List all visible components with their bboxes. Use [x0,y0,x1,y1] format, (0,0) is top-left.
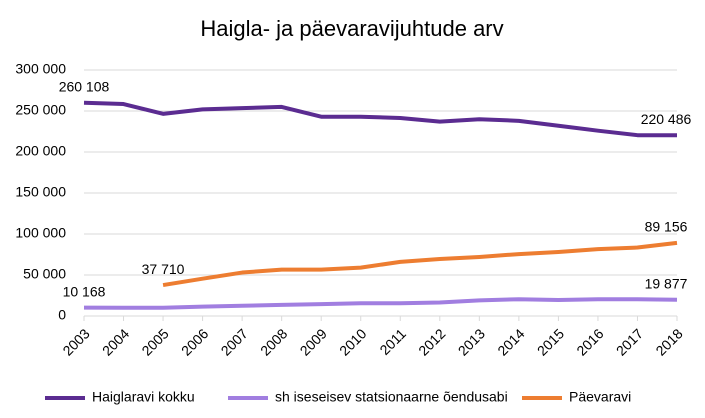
series-line [162,240,678,288]
y-tick-label: 50 000 [23,266,66,282]
x-tick-label: 2012 [415,325,448,358]
x-tick-label: 2014 [494,325,527,358]
chart-title: Haigla- ja päevaravijuhtude arv [200,16,503,41]
x-tick-label: 2004 [99,325,132,358]
legend-label: Haiglaravi kokku [92,389,195,405]
y-tick-label: 300 000 [15,61,66,77]
x-tick-label: 2008 [257,325,290,358]
data-label: 260 108 [59,78,110,94]
x-tick-label: 2003 [59,325,92,358]
x-tick-label: 2009 [297,325,330,358]
legend-label: sh iseseisev statsionaarne õendusabi [275,389,508,405]
x-tick-label: 2007 [218,325,251,358]
x-tick-label: 2006 [178,325,211,358]
x-tick-label: 2016 [573,325,606,358]
y-tick-label: 100 000 [15,225,66,241]
data-label: 220 486 [641,111,692,127]
data-label: 89 156 [645,219,688,235]
series-line [83,297,678,310]
x-tick-label: 2005 [138,325,171,358]
x-tick-label: 2011 [376,325,409,358]
data-label: 19 877 [645,275,688,291]
y-tick-label: 200 000 [15,143,66,159]
x-tick-label: 2017 [613,325,646,358]
x-tick-label: 2010 [336,325,369,358]
legend-label: Päevaravi [569,389,631,405]
x-tick-label: 2015 [534,325,567,358]
x-tick-label: 2018 [652,325,685,358]
data-label: 37 710 [142,261,185,277]
y-tick-label: 0 [58,307,66,323]
data-label: 10 168 [63,283,106,299]
y-tick-label: 250 000 [15,102,66,118]
series-line [83,100,678,138]
x-tick-label: 2013 [455,325,488,358]
y-tick-label: 150 000 [15,184,66,200]
